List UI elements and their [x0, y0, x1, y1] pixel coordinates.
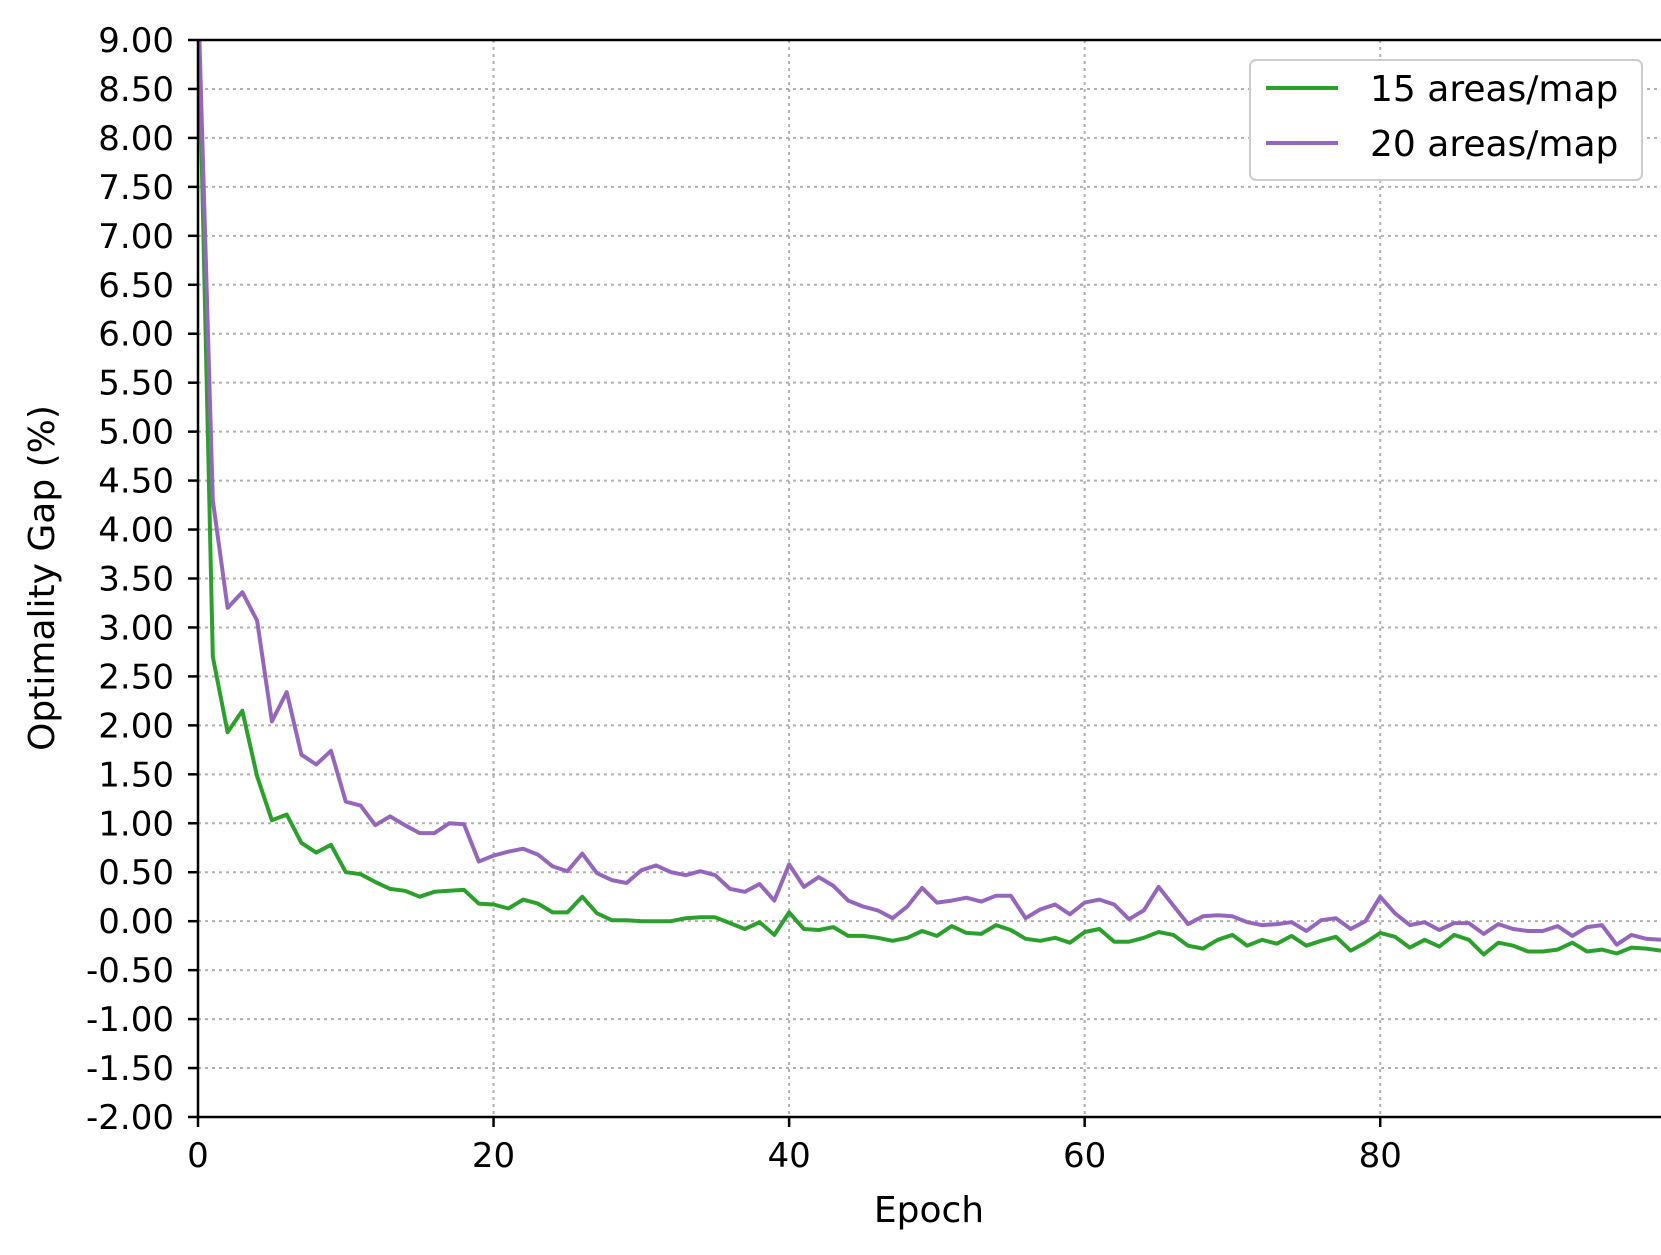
legend-box [1249, 59, 1643, 181]
series-layer [198, 40, 1661, 957]
x-tick-label: 60 [1063, 1136, 1106, 1176]
y-tick-label: 8.00 [98, 119, 174, 159]
legend-label-20-areas: 20 areas/map [1370, 124, 1618, 165]
y-tick-label: 6.00 [98, 315, 174, 355]
y-tick-label: 9.00 [98, 21, 174, 61]
x-tick-label: 40 [767, 1136, 810, 1176]
y-tick-label: 6.50 [98, 266, 174, 306]
x-axis-title: Epoch [874, 1190, 984, 1231]
y-tick-label: -2.00 [86, 1098, 174, 1138]
y-tick-label: 0.00 [98, 902, 174, 942]
x-tick-label: 80 [1359, 1136, 1402, 1176]
y-tick-label: 3.00 [98, 608, 174, 648]
series-line-20-areas [198, 40, 1661, 947]
series-line-15-areas [198, 40, 1661, 957]
axes [188, 38, 1661, 1127]
y-tick-label: 0.50 [98, 853, 174, 893]
y-axis-title: Optimality Gap (%) [22, 405, 63, 751]
y-tick-label: 4.50 [98, 462, 174, 502]
y-tick-label: 2.00 [98, 706, 174, 746]
x-tick-label: 20 [472, 1136, 515, 1176]
y-tick-label: 2.50 [98, 657, 174, 697]
legend: 15 areas/map 20 areas/map [1249, 59, 1643, 181]
legend-label-15-areas: 15 areas/map [1370, 69, 1618, 110]
y-tick-label: 1.00 [98, 804, 174, 844]
y-tick-label: 5.00 [98, 413, 174, 453]
y-tick-label: 8.50 [98, 70, 174, 110]
y-tick-label: 7.50 [98, 168, 174, 208]
y-tick-label: -0.50 [86, 951, 174, 991]
y-tick-label: 3.50 [98, 560, 174, 600]
y-tick-label: 4.00 [98, 511, 174, 551]
tick-labels: 0 20 40 60 80 -2.00 -1.50 -1.00 -0.50 0.00 0.50 1.0… [86, 21, 1402, 1176]
x-tick-label: 0 [187, 1136, 209, 1176]
y-tick-label: 5.50 [98, 364, 174, 404]
y-tick-label: -1.00 [86, 1000, 174, 1040]
y-tick-label: 1.50 [98, 755, 174, 795]
y-tick-label: -1.50 [86, 1049, 174, 1089]
y-tick-label: 7.00 [98, 217, 174, 257]
